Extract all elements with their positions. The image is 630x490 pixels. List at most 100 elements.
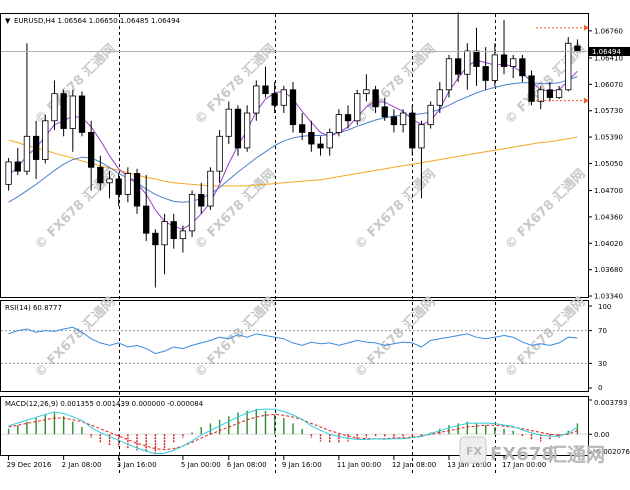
candle-body-up [510, 58, 517, 67]
candle-body-down [170, 221, 177, 240]
candle-body-down [519, 58, 526, 77]
candle-body-down [372, 89, 379, 108]
candle [390, 109, 398, 133]
macd-axis: 0.003793 0.00 -0.002076 [588, 399, 630, 456]
logo-badge-icon [459, 436, 487, 464]
price-tick-label: 1.04360 [594, 213, 623, 221]
candle [124, 167, 132, 203]
candle [418, 120, 425, 199]
last-price-label: 1.06494 [592, 48, 621, 56]
rsi-tick-label: 0 [598, 384, 602, 392]
candle [207, 167, 214, 210]
candle [69, 89, 76, 152]
candle [88, 120, 95, 191]
candle-body-up [225, 108, 232, 137]
candle [546, 82, 554, 102]
price-tick-label: 1.03680 [594, 266, 623, 274]
candle-body-up [161, 221, 168, 246]
candle [289, 82, 297, 133]
candle [427, 101, 434, 129]
candle [464, 43, 471, 90]
rsi-panel-frame [0, 300, 589, 392]
candle [537, 85, 544, 110]
fx678-logo: FX FX678 汇通网 [459, 436, 605, 466]
rsi-line [8, 326, 578, 355]
candle [97, 155, 104, 191]
watermark-text: © FX678 汇通网 [502, 166, 589, 253]
candle [335, 109, 343, 137]
candle-body-down [234, 108, 242, 149]
time-tick-label: 5 Jan 00:00 [181, 461, 221, 469]
candle [216, 130, 223, 183]
candle [179, 225, 187, 253]
watermark-text: © FX678 汇通网 [352, 166, 439, 253]
candle-body-up [51, 93, 58, 122]
candle [152, 229, 159, 288]
price-tick-label: 1.05730 [594, 107, 623, 115]
candle [271, 82, 278, 114]
candle-body-down [546, 89, 554, 98]
candle-body-down [32, 135, 40, 160]
candle-body-down [262, 85, 269, 95]
candle [262, 66, 269, 98]
candle [510, 54, 517, 79]
rsi-tick-label: 30 [598, 360, 607, 368]
candle-body-down [143, 205, 150, 234]
macd-main-path [8, 408, 578, 455]
time-tick-label: 11 Jan 00:00 [337, 461, 381, 469]
macd-panel-frame [0, 396, 589, 456]
macd-signal-line [8, 413, 578, 451]
candle-body-down [78, 95, 86, 133]
candle-body-down [454, 58, 462, 75]
price-tick-label: 1.06410 [594, 54, 623, 62]
candle [381, 97, 388, 121]
time-tick-label: 12 Jan 08:00 [392, 461, 436, 469]
macd-label: MACD(12,26,9) 0.001355 0.001439 0.000000… [5, 400, 204, 408]
candle-body-up [335, 114, 343, 133]
candle-body-down [344, 114, 352, 122]
candle-body-up [42, 120, 49, 160]
session-separators [119, 14, 496, 475]
candle-body-up [243, 112, 251, 149]
candle-body-down [308, 132, 315, 145]
candle [574, 39, 581, 53]
candle-body-down [409, 112, 416, 149]
candle [445, 54, 453, 98]
candle [436, 82, 443, 114]
rsi-axis: 100 70 30 0 [588, 303, 611, 392]
time-tick-label: 2 Jan 08:00 [62, 461, 102, 469]
last-price-box [589, 46, 630, 56]
candle-body-down [482, 66, 489, 81]
candle [188, 190, 196, 238]
candle-body-down [299, 124, 306, 133]
candle-body-up [216, 135, 223, 172]
candle [14, 147, 21, 176]
candlesticks [5, 12, 581, 288]
price-tick-label: 1.06760 [594, 27, 623, 35]
watermark-layer: © FX678 汇通网 © FX678 汇通网 © FX678 汇通网 © FX678… [32, 41, 589, 381]
candle [51, 80, 58, 131]
candle [519, 54, 526, 83]
candle-body-up [464, 50, 471, 75]
candle [491, 43, 498, 86]
candle-body-up [188, 194, 196, 232]
candle [363, 74, 370, 102]
price-tick-label: 1.06070 [594, 81, 623, 89]
time-tick-label: 3 Jan 16:00 [117, 461, 157, 469]
candle-body-up [326, 132, 333, 149]
watermark-text: © FX678 汇通网 [352, 41, 439, 128]
symbol-line: EURUSD,H4 1.06564 1.06650 1.06485 1.0649… [14, 17, 181, 25]
candle-body-down [133, 173, 141, 207]
ma-mid-path [8, 76, 578, 203]
triangle-icon[interactable]: ▼ [5, 17, 11, 25]
macd-tick-label: -0.002076 [594, 448, 630, 456]
candle-body-up [69, 95, 76, 129]
candle [225, 101, 232, 145]
rsi-path [8, 326, 578, 355]
candle [32, 120, 40, 179]
candle [106, 171, 113, 199]
candle-body-up [363, 89, 370, 95]
candle-body-up [124, 173, 132, 195]
candle [354, 89, 361, 125]
marker-arrow-icon [584, 97, 589, 104]
